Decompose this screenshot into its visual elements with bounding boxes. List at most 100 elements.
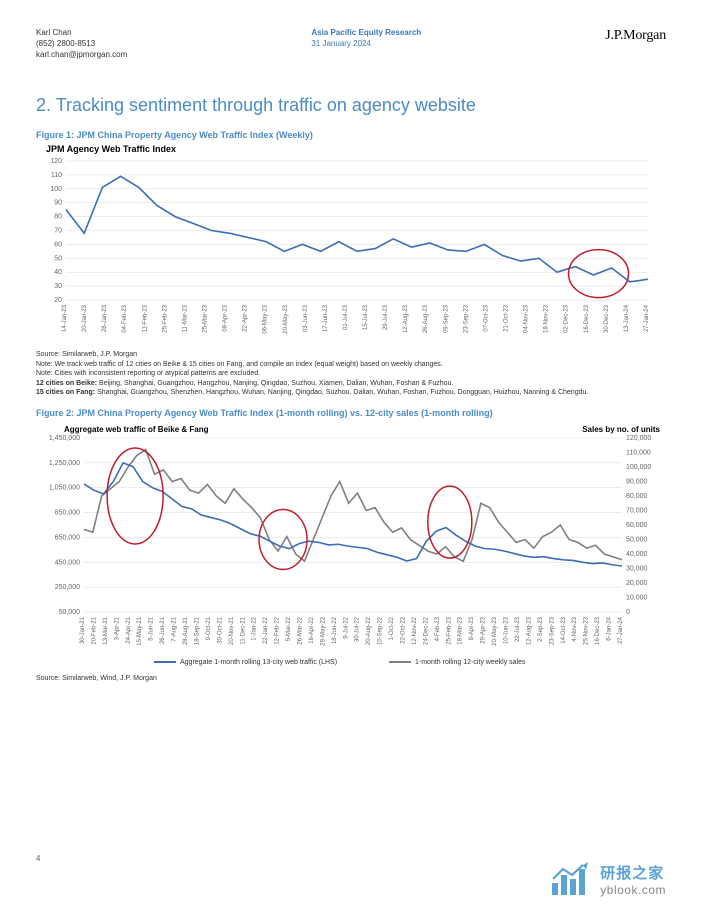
svg-text:20-Nov-21: 20-Nov-21 xyxy=(229,616,235,645)
svg-text:80: 80 xyxy=(54,214,62,221)
svg-text:5-Mar-22: 5-Mar-22 xyxy=(286,616,292,641)
author-email: karl.chan@jpmorgan.com xyxy=(36,50,127,61)
watermark-text: 研报之家 yblook.com xyxy=(600,862,666,897)
figure2-caption: Figure 2: JPM China Property Agency Web … xyxy=(36,408,666,418)
svg-text:1-Jan-22: 1-Jan-22 xyxy=(252,616,258,640)
svg-text:14-Oct-23: 14-Oct-23 xyxy=(561,616,567,643)
svg-text:18-Sep-21: 18-Sep-21 xyxy=(194,616,200,645)
svg-text:650,000: 650,000 xyxy=(55,534,80,541)
svg-text:25-Mar-23: 25-Mar-23 xyxy=(202,305,208,333)
svg-text:25-Feb-23: 25-Feb-23 xyxy=(162,305,168,333)
svg-text:16-Dec-23: 16-Dec-23 xyxy=(595,616,601,645)
svg-text:12-Aug-23: 12-Aug-23 xyxy=(526,616,532,645)
svg-text:50: 50 xyxy=(54,256,62,263)
svg-text:70: 70 xyxy=(54,228,62,235)
svg-text:22-Oct-22: 22-Oct-22 xyxy=(401,616,407,643)
svg-text:90,000: 90,000 xyxy=(626,478,648,485)
svg-text:18-Jun-22: 18-Jun-22 xyxy=(332,616,338,644)
svg-text:100,000: 100,000 xyxy=(626,464,651,471)
svg-text:20,000: 20,000 xyxy=(626,580,648,587)
svg-text:6-Jan-24: 6-Jan-24 xyxy=(607,616,613,640)
svg-text:4-Nov-23: 4-Nov-23 xyxy=(572,616,578,641)
svg-text:27-Jan-24: 27-Jan-24 xyxy=(644,305,650,333)
svg-text:Aggregate web traffic of Beike: Aggregate web traffic of Beike & Fang xyxy=(64,425,209,434)
svg-text:14-Jan-23: 14-Jan-23 xyxy=(62,305,68,333)
watermark-url: yblook.com xyxy=(600,883,666,897)
svg-text:22-Jul-23: 22-Jul-23 xyxy=(515,616,521,642)
svg-text:7-Aug-21: 7-Aug-21 xyxy=(172,616,178,641)
svg-text:80,000: 80,000 xyxy=(626,493,648,500)
section-title: 2. Tracking sentiment through traffic on… xyxy=(36,95,666,116)
figure1-chart-title: JPM Agency Web Traffic Index xyxy=(46,144,666,154)
svg-text:120,000: 120,000 xyxy=(626,435,651,442)
svg-text:1,450,000: 1,450,000 xyxy=(49,435,80,442)
svg-text:20-Aug-22: 20-Aug-22 xyxy=(366,616,372,645)
svg-text:28-Aug-21: 28-Aug-21 xyxy=(183,616,189,645)
svg-text:15-May-21: 15-May-21 xyxy=(137,616,143,645)
svg-text:15-Jul-23: 15-Jul-23 xyxy=(363,305,369,331)
svg-text:3-Apr-21: 3-Apr-21 xyxy=(114,616,120,640)
svg-text:40,000: 40,000 xyxy=(626,551,648,558)
svg-text:60,000: 60,000 xyxy=(626,522,648,529)
svg-text:24-Dec-22: 24-Dec-22 xyxy=(423,616,429,645)
svg-text:50,000: 50,000 xyxy=(626,536,648,543)
svg-text:26-Mar-22: 26-Mar-22 xyxy=(297,616,303,644)
svg-text:Sales by no. of units: Sales by no. of units xyxy=(582,425,660,434)
svg-text:08-Apr-23: 08-Apr-23 xyxy=(223,305,229,332)
svg-text:1-Oct-22: 1-Oct-22 xyxy=(389,616,395,640)
document-header: Karl Chan (852) 2800-8513 karl.chan@jpmo… xyxy=(36,28,666,60)
svg-text:22-Jan-22: 22-Jan-22 xyxy=(263,616,269,644)
svg-text:20-May-23: 20-May-23 xyxy=(492,616,498,645)
svg-text:18-Mar-23: 18-Mar-23 xyxy=(458,616,464,644)
header-dept-block: Asia Pacific Equity Research 31 January … xyxy=(311,28,421,50)
svg-text:60: 60 xyxy=(54,242,62,249)
svg-text:850,000: 850,000 xyxy=(55,509,80,516)
svg-text:28-May-22: 28-May-22 xyxy=(320,616,326,645)
svg-text:120: 120 xyxy=(50,158,62,165)
figure2-notes: Source: Similarweb, Wind, J.P. Morgan xyxy=(36,674,666,683)
svg-text:110,000: 110,000 xyxy=(626,449,651,456)
note-source: Source: Similarweb, J.P. Morgan xyxy=(36,350,666,359)
svg-text:25-Nov-23: 25-Nov-23 xyxy=(584,616,590,645)
brand-logo: J.P.Morgan xyxy=(605,28,666,44)
svg-text:24-Apr-21: 24-Apr-21 xyxy=(126,616,132,643)
note-2: Note: Cities with inconsistent reporting… xyxy=(36,369,666,378)
svg-text:22-Apr-23: 22-Apr-23 xyxy=(243,305,249,332)
svg-text:12-Nov-22: 12-Nov-22 xyxy=(412,616,418,645)
page-number: 4 xyxy=(36,854,40,863)
svg-text:10,000: 10,000 xyxy=(626,594,648,601)
svg-text:5-Jun-21: 5-Jun-21 xyxy=(149,616,155,640)
note-1: Note: We track web traffic of 12 cities … xyxy=(36,360,666,369)
note2-source: Source: Similarweb, Wind, J.P. Morgan xyxy=(36,674,666,683)
svg-text:13-Jan-24: 13-Jan-24 xyxy=(624,305,630,333)
svg-text:8-Apr-23: 8-Apr-23 xyxy=(469,616,475,640)
svg-text:23-Sep-23: 23-Sep-23 xyxy=(463,305,469,334)
figure2-svg: Aggregate web traffic of Beike & Fang Sal… xyxy=(36,422,664,670)
svg-text:29-Apr-23: 29-Apr-23 xyxy=(481,616,487,643)
svg-text:12-Feb-22: 12-Feb-22 xyxy=(275,616,281,644)
svg-text:11-Feb-23: 11-Feb-23 xyxy=(142,305,148,333)
svg-text:30-Jan-21: 30-Jan-21 xyxy=(80,616,86,644)
svg-text:0: 0 xyxy=(626,609,630,616)
svg-text:18-Nov-23: 18-Nov-23 xyxy=(544,305,550,334)
report-date: 31 January 2024 xyxy=(311,39,421,50)
svg-text:30-Oct-21: 30-Oct-21 xyxy=(217,616,223,643)
figure2-chart: Aggregate web traffic of Beike & Fang Sal… xyxy=(36,422,666,670)
svg-text:1,050,000: 1,050,000 xyxy=(49,484,80,491)
svg-text:10-Sep-22: 10-Sep-22 xyxy=(378,616,384,645)
svg-text:20-May-23: 20-May-23 xyxy=(283,305,289,334)
svg-text:04-Nov-23: 04-Nov-23 xyxy=(524,305,530,334)
svg-text:04-Feb-23: 04-Feb-23 xyxy=(122,305,128,333)
svg-text:09-Sep-23: 09-Sep-23 xyxy=(443,305,449,334)
note-3: 12 cities on Beike: Beijing, Shanghai, G… xyxy=(36,379,666,388)
svg-text:50,000: 50,000 xyxy=(59,609,81,616)
svg-text:16-Dec-23: 16-Dec-23 xyxy=(584,305,590,334)
author-phone: (852) 2800-8513 xyxy=(36,39,127,50)
svg-text:28-Jan-23: 28-Jan-23 xyxy=(102,305,108,333)
svg-text:70,000: 70,000 xyxy=(626,507,648,514)
svg-text:26-Aug-23: 26-Aug-23 xyxy=(423,305,429,334)
svg-text:110: 110 xyxy=(51,172,62,179)
svg-text:100: 100 xyxy=(50,186,62,193)
svg-text:1,250,000: 1,250,000 xyxy=(49,459,80,466)
svg-text:30-Dec-23: 30-Dec-23 xyxy=(604,305,610,334)
